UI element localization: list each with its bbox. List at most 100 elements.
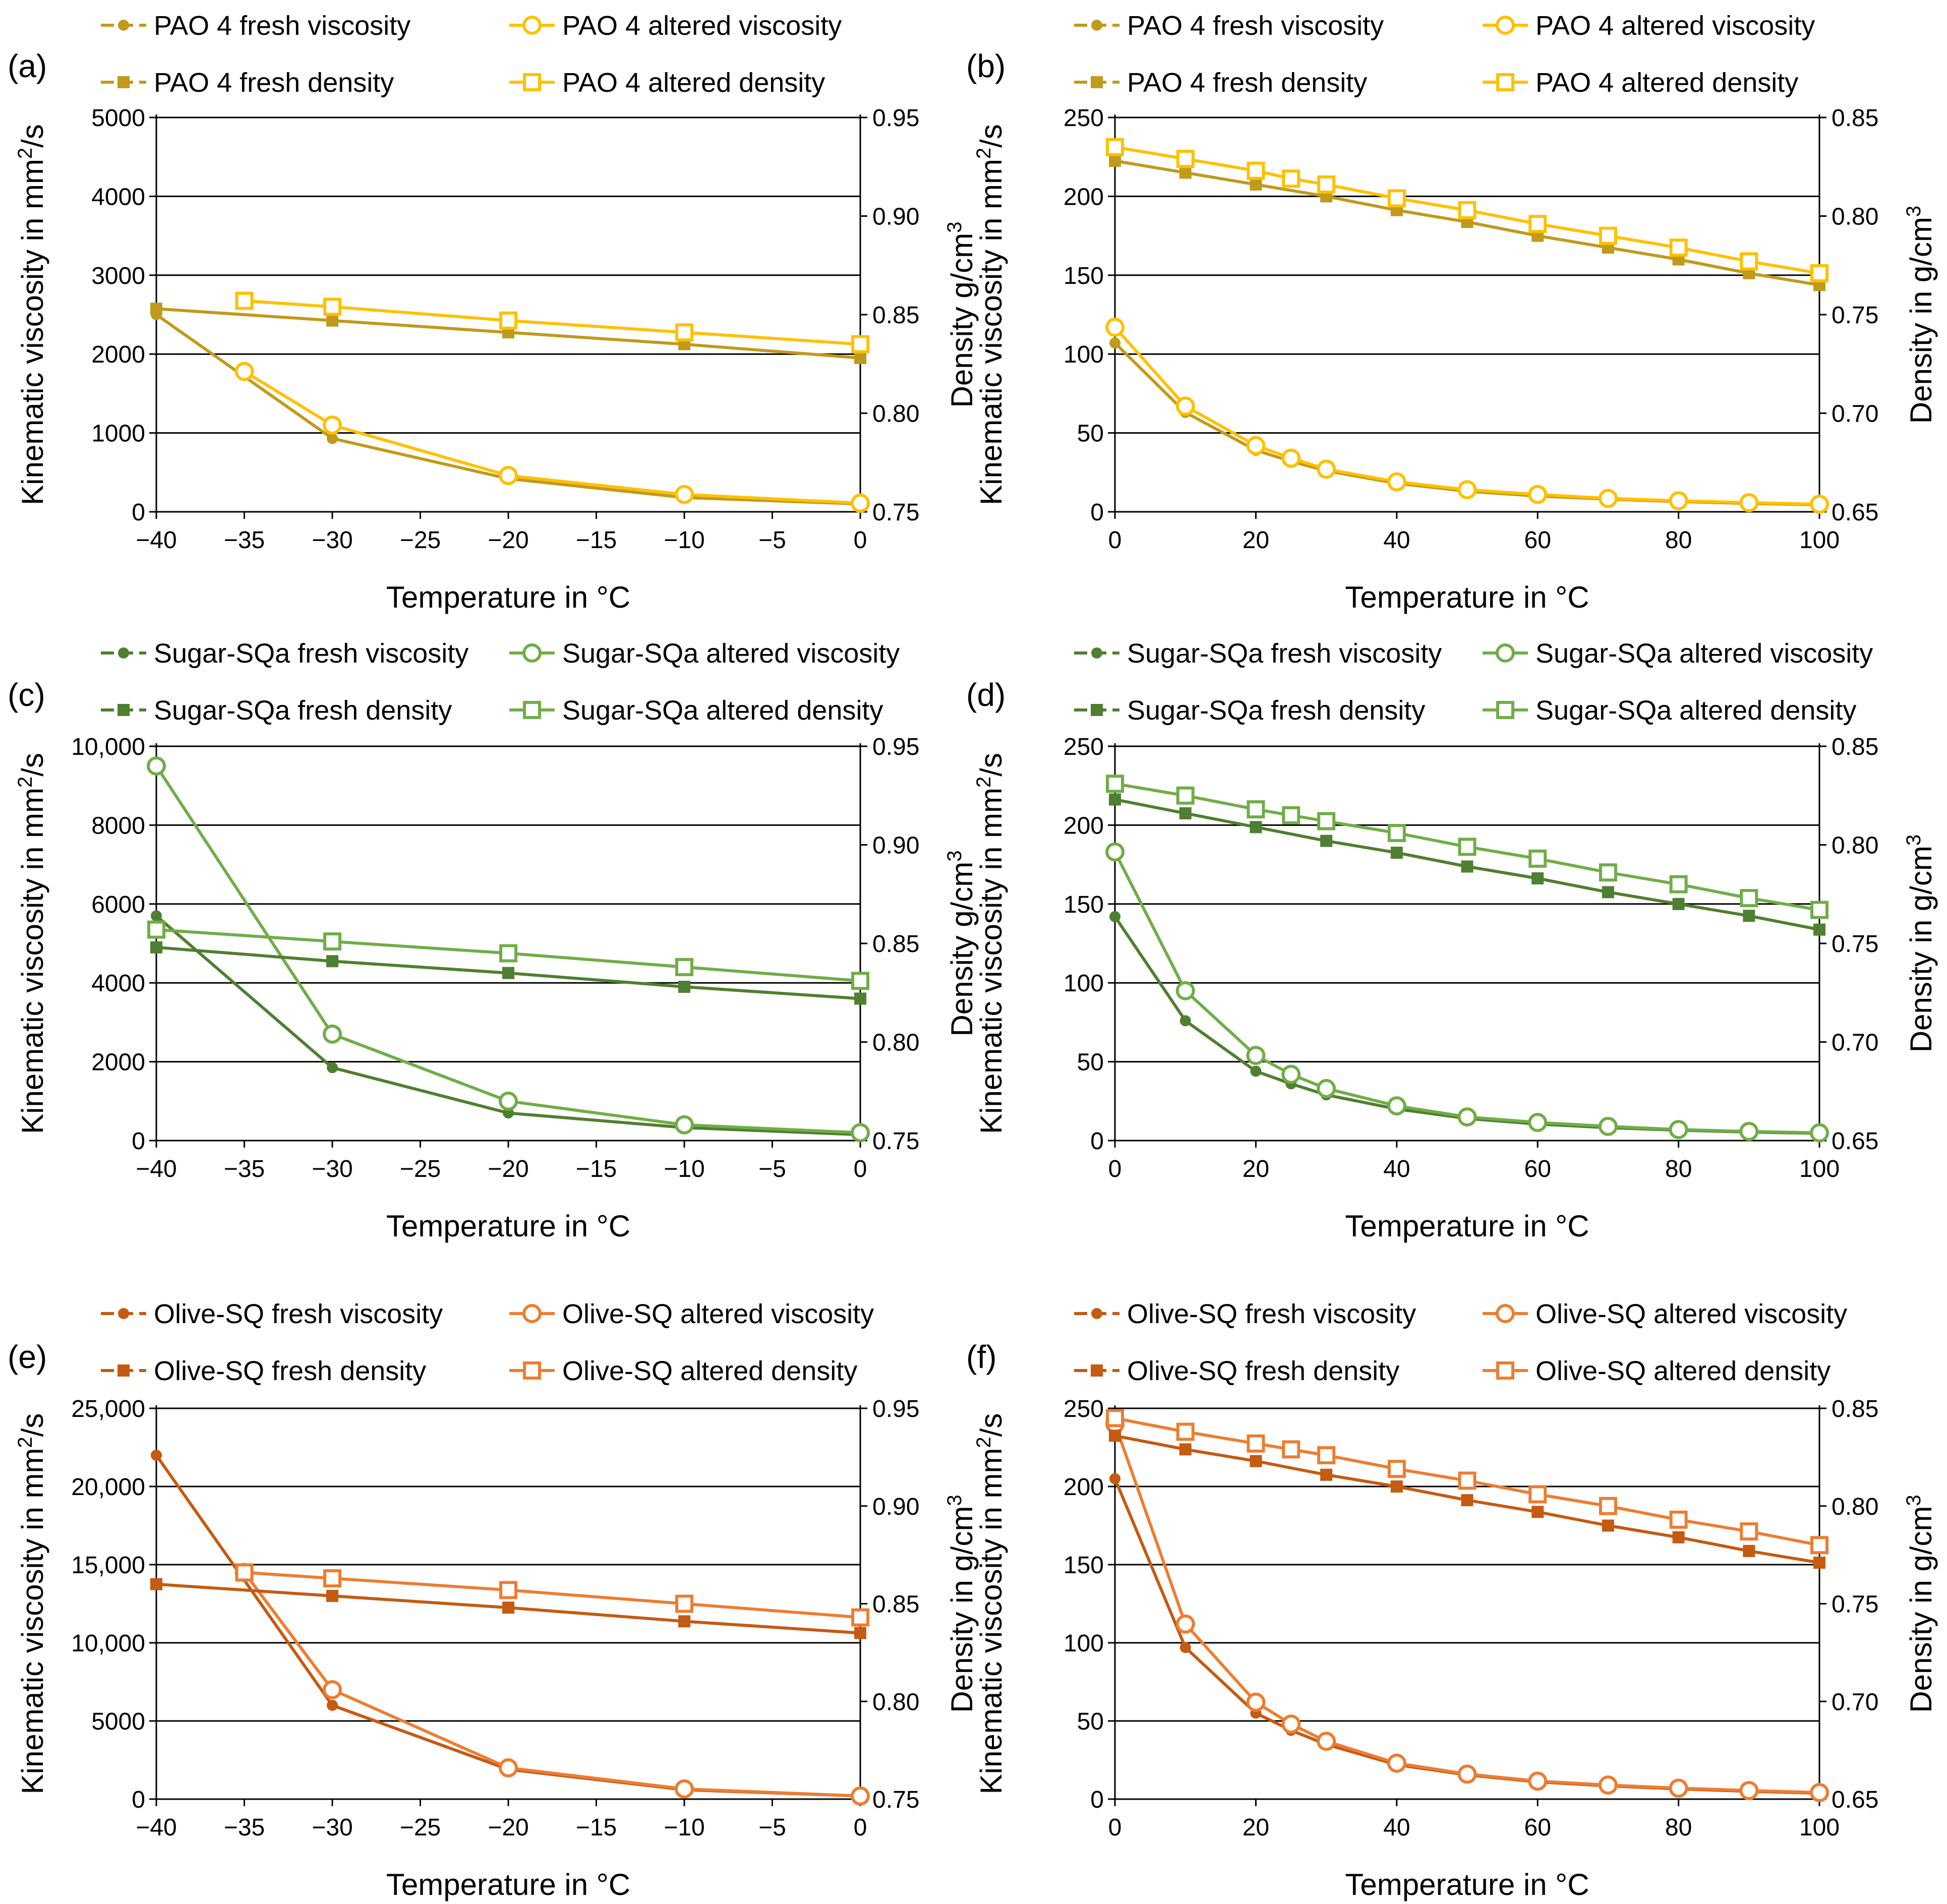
data-point bbox=[235, 291, 254, 310]
x-tick-label: −25 bbox=[400, 527, 441, 554]
data-point bbox=[1598, 1775, 1618, 1795]
series-line bbox=[1114, 145, 1820, 275]
data-point bbox=[499, 944, 517, 963]
series-1 bbox=[1105, 318, 1829, 514]
y2-tick-label: 0.85 bbox=[872, 1591, 919, 1618]
y2-axis-label-sup: 3 bbox=[1903, 835, 1925, 846]
legend-entry: Sugar-SQa altered density bbox=[509, 695, 883, 726]
x-tick-label: −20 bbox=[488, 527, 528, 554]
x-tick-label: −40 bbox=[136, 527, 176, 554]
x-tick-label: 0 bbox=[854, 1814, 867, 1841]
data-point bbox=[150, 941, 162, 954]
data-point bbox=[851, 972, 869, 990]
y-tick-label: 50 bbox=[1077, 1049, 1104, 1076]
data-point bbox=[1282, 806, 1301, 824]
data-point bbox=[1282, 169, 1301, 188]
y-axis-label: Kinematic viscosity in mm2/s bbox=[973, 1413, 1008, 1795]
data-point bbox=[1739, 1121, 1759, 1141]
data-point bbox=[323, 298, 341, 316]
data-point bbox=[1317, 1732, 1336, 1751]
legend-entry: Sugar-SQa altered viscosity bbox=[509, 638, 900, 669]
y-tick-label: 0 bbox=[132, 1128, 145, 1155]
data-point bbox=[147, 756, 166, 776]
y-tick-label: 10,000 bbox=[71, 1630, 145, 1657]
y-tick-label: 100 bbox=[1064, 341, 1104, 368]
data-point bbox=[1105, 318, 1125, 337]
x-tick-label: −30 bbox=[312, 527, 352, 554]
data-point bbox=[1250, 178, 1262, 191]
data-point bbox=[150, 303, 162, 315]
y-tick-label: 6000 bbox=[91, 891, 145, 918]
data-point bbox=[1320, 835, 1333, 847]
series-1 bbox=[147, 756, 870, 1143]
legend-entry: Sugar-SQa fresh viscosity bbox=[101, 638, 468, 669]
x-tick-label: −20 bbox=[488, 1156, 528, 1182]
x-tick-label: −40 bbox=[136, 1814, 176, 1841]
data-point bbox=[1317, 1079, 1336, 1098]
legend-entry: PAO 4 altered viscosity bbox=[509, 11, 842, 41]
y2-axis-label: Density in g/cm3 bbox=[1903, 1495, 1938, 1712]
data-point bbox=[235, 1563, 254, 1582]
data-point bbox=[499, 466, 518, 486]
data-point bbox=[678, 1615, 690, 1628]
data-point bbox=[1528, 215, 1547, 233]
data-point bbox=[1457, 1107, 1477, 1127]
y-tick-label: 15,000 bbox=[71, 1552, 145, 1579]
legend-marker bbox=[523, 701, 541, 719]
x-tick-label: 20 bbox=[1243, 527, 1269, 554]
legend-entry: Olive-SQ fresh density bbox=[101, 1356, 426, 1386]
data-point bbox=[1317, 175, 1336, 194]
data-point bbox=[151, 1450, 162, 1461]
data-point bbox=[499, 1581, 517, 1599]
data-point bbox=[1457, 1764, 1477, 1784]
x-tick-label: −35 bbox=[224, 527, 265, 554]
legend-label: Olive-SQ altered viscosity bbox=[562, 1299, 874, 1329]
y2-axis-label: Density in g/cm3 bbox=[943, 1495, 979, 1712]
chart-panel-c: 0 2000 4000 6000 8000 10,000 0.75 0.80 0.85 0.90 0… bbox=[8, 638, 979, 1243]
data-point bbox=[1281, 1064, 1301, 1084]
data-point bbox=[1246, 1046, 1266, 1065]
data-point bbox=[1531, 872, 1544, 884]
panel-label: (d) bbox=[966, 677, 1006, 713]
data-point bbox=[326, 1590, 338, 1602]
legend-marker bbox=[1496, 701, 1514, 719]
series-2 bbox=[150, 941, 866, 1005]
data-point bbox=[1528, 1771, 1548, 1791]
y-tick-label: 20,000 bbox=[71, 1474, 145, 1501]
legend-entry: Sugar-SQa fresh viscosity bbox=[1074, 638, 1442, 669]
y-tick-label: 0 bbox=[1090, 499, 1104, 526]
data-point bbox=[499, 1758, 518, 1777]
y-axis-label-tail: /s bbox=[16, 753, 49, 777]
data-point bbox=[326, 955, 338, 968]
y2-tick-label: 0.80 bbox=[1832, 1494, 1878, 1520]
legend-label: Sugar-SQa fresh density bbox=[1127, 695, 1425, 726]
legend-entry: PAO 4 altered density bbox=[1483, 68, 1798, 98]
data-point bbox=[675, 1779, 694, 1799]
data-point bbox=[1813, 923, 1825, 936]
x-tick-label: −5 bbox=[758, 527, 786, 554]
data-point bbox=[1176, 150, 1195, 168]
data-point bbox=[1669, 1778, 1688, 1798]
data-point bbox=[1247, 800, 1265, 819]
data-point bbox=[1672, 1531, 1685, 1543]
data-point bbox=[1247, 161, 1265, 180]
x-tick-label: −10 bbox=[664, 1156, 704, 1182]
y2-tick-label: 0.70 bbox=[1832, 1689, 1878, 1715]
series-3 bbox=[147, 920, 869, 990]
data-point bbox=[1599, 863, 1617, 882]
legend-label: PAO 4 fresh density bbox=[154, 68, 394, 98]
data-point bbox=[499, 1091, 518, 1111]
y2-tick-label: 0.75 bbox=[872, 499, 919, 526]
x-tick-label: 0 bbox=[1108, 527, 1122, 554]
data-point bbox=[1106, 1409, 1124, 1427]
data-point bbox=[1250, 821, 1262, 834]
y2-tick-label: 0.75 bbox=[872, 1128, 919, 1155]
legend-entry: Olive-SQ altered density bbox=[1483, 1356, 1831, 1386]
y-axis-label-sup: 2 bbox=[973, 777, 995, 788]
y-tick-label: 150 bbox=[1064, 1552, 1104, 1579]
y2-tick-label: 0.90 bbox=[872, 204, 919, 230]
data-point bbox=[1740, 252, 1758, 271]
y2-tick-label: 0.85 bbox=[1832, 1396, 1878, 1422]
series-2 bbox=[150, 303, 866, 365]
